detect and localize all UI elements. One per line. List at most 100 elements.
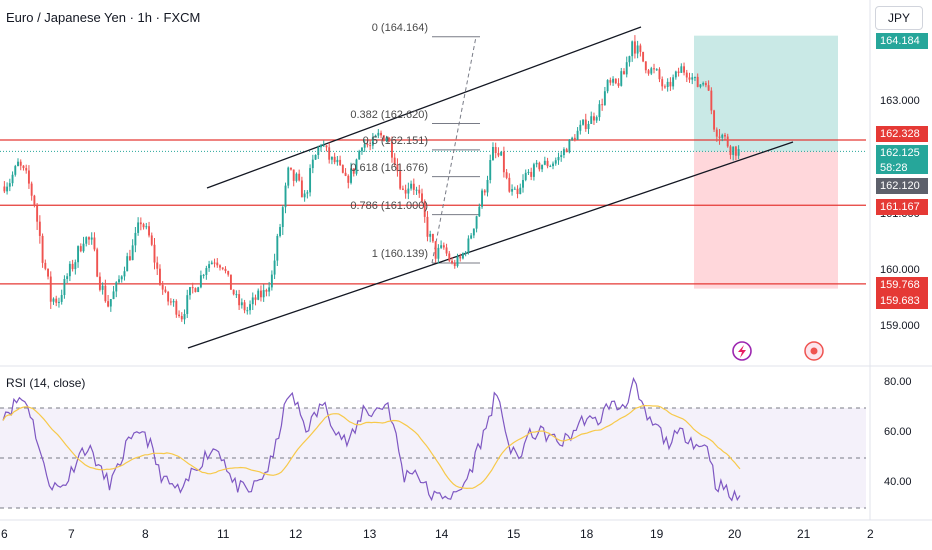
candle-body [666, 81, 669, 87]
candle-body [142, 224, 145, 228]
candle-body [704, 83, 707, 86]
candle-body [713, 110, 716, 130]
candle-body [639, 45, 642, 52]
candle-body [401, 188, 404, 190]
candle-body [251, 297, 254, 305]
candle-body [393, 157, 396, 165]
candle-body [90, 237, 93, 240]
price-badge: 58:28 [876, 160, 928, 174]
candle-body [148, 226, 150, 236]
candle-body [287, 167, 290, 186]
candle-body [538, 162, 541, 170]
candle-body [137, 222, 140, 233]
candle-body [279, 227, 282, 236]
candle-body [292, 169, 295, 181]
candle-body [25, 168, 28, 171]
candle-body [576, 130, 579, 140]
candle-body [377, 132, 380, 136]
candle-body [63, 279, 66, 296]
x-tick-label: 14 [435, 527, 449, 541]
candle-body [156, 262, 159, 269]
candle-body [431, 233, 434, 242]
candle-body [429, 233, 432, 237]
candle-body [197, 287, 200, 293]
candle-body [153, 244, 156, 263]
candle-body [262, 290, 265, 298]
candle-body [118, 279, 120, 283]
candle-body [407, 188, 410, 194]
candle-body [565, 149, 568, 153]
candle-body [541, 164, 544, 170]
chart-title: Euro / Japanese Yen · 1h · FXCM [6, 10, 201, 25]
candle-body [96, 249, 99, 277]
candle-body [470, 235, 473, 239]
candle-body [126, 256, 129, 272]
rsi-ma-line [2, 404, 741, 490]
candle-body [115, 282, 118, 292]
candle-body [336, 159, 339, 163]
candle-body [347, 175, 350, 183]
candle-body [145, 226, 148, 228]
candle-body [98, 276, 101, 290]
candle-body [617, 83, 620, 86]
candle-body [123, 271, 126, 277]
candle-body [11, 174, 14, 184]
rsi-y-tick-label: 80.00 [884, 376, 912, 388]
candle-body [164, 289, 167, 292]
candle-body [606, 80, 609, 92]
candle-body [109, 299, 112, 307]
candle-body [202, 274, 205, 276]
candle-body [707, 85, 710, 91]
candle-body [355, 159, 358, 174]
candle-body [235, 294, 238, 296]
candle-body [421, 193, 423, 202]
candle-body [500, 151, 503, 156]
rsi-label: RSI (14, close) [6, 376, 86, 390]
candle-body [66, 276, 69, 280]
candle-body [451, 260, 453, 263]
candle-body [672, 77, 675, 87]
candle-body [22, 165, 25, 169]
candle-body [369, 145, 372, 147]
candle-body [522, 179, 524, 188]
candle-body [320, 145, 322, 148]
candle-body [516, 188, 519, 195]
candle-body [472, 228, 475, 236]
candle-body [584, 119, 587, 130]
candle-body [702, 83, 705, 85]
currency-button[interactable]: JPY [875, 6, 923, 30]
candle-body [322, 145, 325, 147]
candle-body [658, 69, 661, 80]
candle-body [674, 71, 677, 78]
candle-body [172, 301, 175, 303]
candle-body [497, 152, 500, 156]
candle-body [232, 289, 235, 295]
candle-body [554, 160, 557, 164]
candle-body [60, 295, 63, 302]
candle-body [467, 238, 470, 253]
candle-body [374, 135, 377, 138]
candle-body [489, 160, 492, 180]
candle-body [527, 171, 530, 173]
price-badge: 164.184 [876, 33, 928, 49]
candle-body [453, 262, 456, 267]
candle-body [79, 246, 82, 252]
candle-body [249, 304, 251, 311]
candle-body [55, 298, 58, 303]
channel-lower-line [187, 141, 794, 349]
candle-body [456, 256, 459, 267]
channel-upper-line [206, 26, 642, 189]
candle-body [721, 134, 724, 138]
candle-body [317, 147, 320, 155]
candle-body [14, 166, 17, 175]
candle-body [358, 151, 361, 160]
candle-body [691, 77, 694, 80]
candle-body [68, 263, 71, 277]
rsi-y-tick-label: 40.00 [884, 476, 912, 488]
candle-body [210, 262, 213, 265]
candle-body [325, 145, 328, 148]
candle-body [88, 237, 90, 240]
candle-body [486, 179, 489, 193]
candle-body [481, 190, 484, 207]
